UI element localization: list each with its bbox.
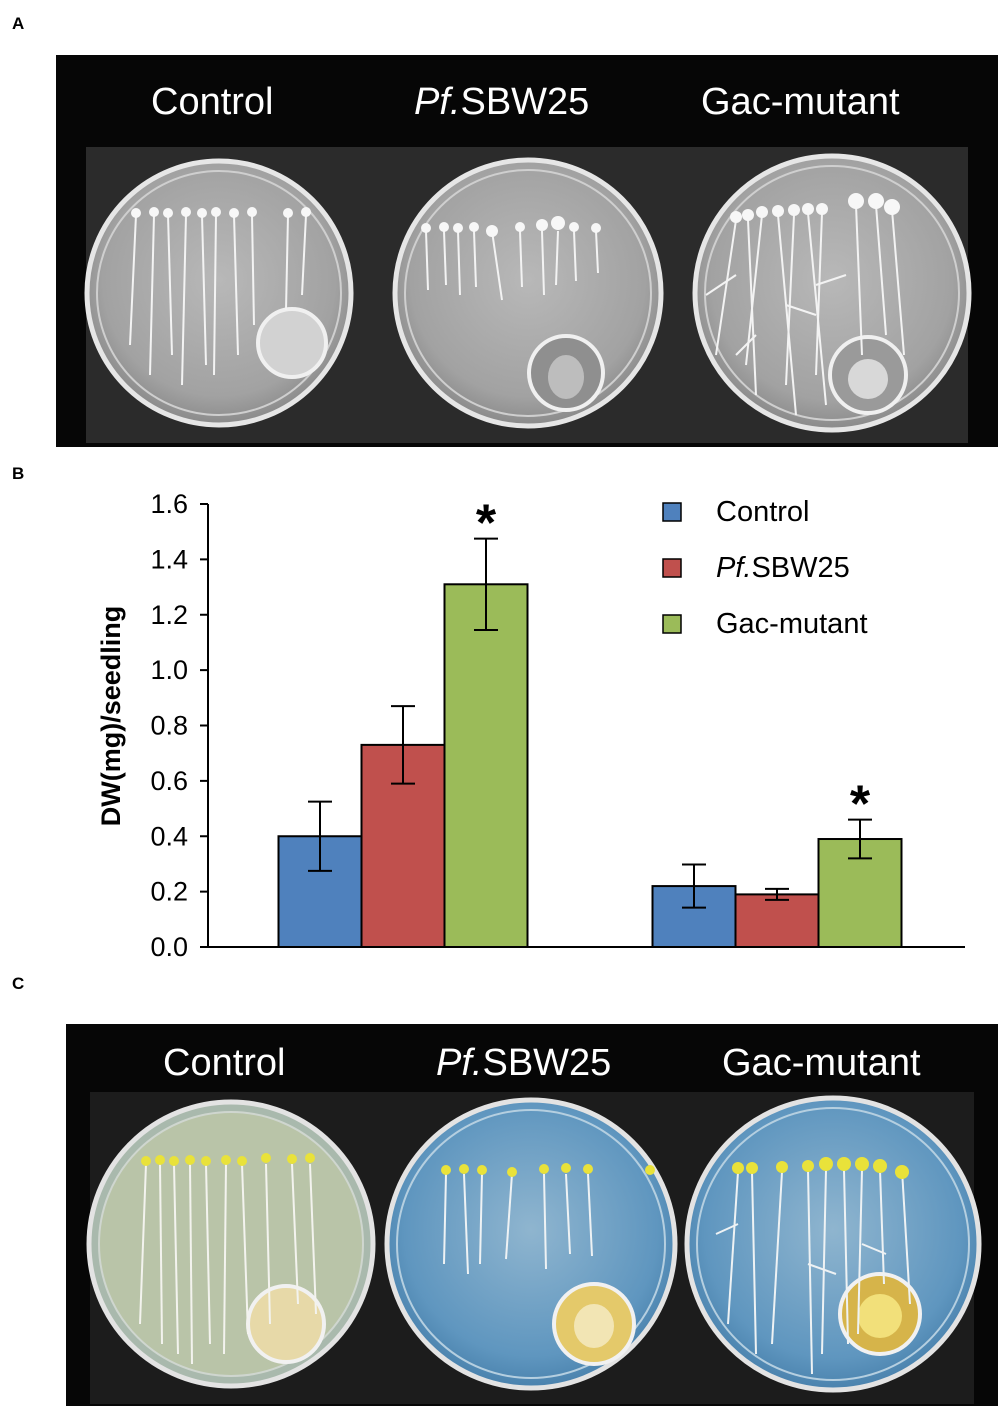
legend-swatch-gac-mutant xyxy=(662,614,682,634)
plate-sbw25-c xyxy=(384,1097,678,1391)
bars: ** xyxy=(277,495,903,948)
y-tick-label: 0.0 xyxy=(150,932,188,962)
y-axis: 0.0 0.2 0.4 0.6 0.8 1.0 1.2 1.4 1.6 xyxy=(150,489,209,962)
plate-control-a xyxy=(84,158,354,428)
plate-label-gac: Gac-mutant xyxy=(701,81,900,123)
significance-asterisk: * xyxy=(850,776,871,834)
plate-control-c xyxy=(86,1099,376,1389)
significance-asterisk: * xyxy=(476,495,497,553)
y-tick-label: 0.8 xyxy=(150,711,188,741)
panel-letter-b: B xyxy=(12,464,25,483)
plate-label-strain-c: SBW25 xyxy=(482,1042,612,1084)
panel-letter-a: A xyxy=(12,14,25,33)
y-tick-label: 1.2 xyxy=(150,600,188,630)
legend-label-control: Control xyxy=(716,496,810,528)
plate-label-pf: Pf. xyxy=(414,81,461,123)
y-tick-label: 0.2 xyxy=(150,877,188,907)
legend-label-italic: Pf. xyxy=(716,552,751,584)
photo-panel-c: Control Pf.SBW25 Gac-mutant xyxy=(66,1024,998,1406)
legend-label-text: SBW25 xyxy=(751,552,849,584)
bar-chart: 0.00.20.40.60.81.01.21.41.6 ** ControlPf… xyxy=(96,489,965,962)
legend-label-sbw25: Pf.SBW25 xyxy=(716,552,850,584)
legend: Control Pf.SBW25 Gac-mutant xyxy=(662,496,868,640)
plate-label-pf-c: Pf. xyxy=(436,1042,483,1084)
plate-gac-a xyxy=(692,153,972,433)
plate-label-gac-c: Gac-mutant xyxy=(722,1042,921,1084)
plate-label-strain: SBW25 xyxy=(460,81,590,123)
legend-label-text: Control xyxy=(716,496,810,528)
plate-gac-c xyxy=(684,1095,982,1393)
plate-label-sbw25: Pf.SBW25 xyxy=(414,81,589,124)
legend-swatch-control xyxy=(662,502,682,522)
legend-swatch-sbw25 xyxy=(662,558,682,578)
plate-label-control-c: Control xyxy=(163,1042,286,1084)
panel-letter-c: C xyxy=(12,974,25,993)
y-tick-label: 1.4 xyxy=(150,544,188,574)
y-tick-label: 0.4 xyxy=(150,821,188,851)
plates-photo-c xyxy=(86,1092,982,1404)
y-tick-label: 1.0 xyxy=(150,655,188,685)
bar-shoot-gac-mutant xyxy=(443,583,529,948)
y-tick-label: 1.6 xyxy=(150,489,188,519)
plate-sbw25-a xyxy=(392,157,664,429)
y-tick-label: 0.6 xyxy=(150,766,188,796)
bar-root-sbw25 xyxy=(734,893,820,948)
plate-label-sbw25-c: Pf.SBW25 xyxy=(436,1042,611,1085)
photo-panel-a: Control Pf.SBW25 Gac-mutant xyxy=(56,55,998,447)
x-axis: shootroot xyxy=(208,946,965,948)
legend-label-text: Gac-mutant xyxy=(716,608,868,640)
plate-label-control: Control xyxy=(151,81,274,123)
plates-photo-a xyxy=(84,147,972,443)
y-axis-label: DW(mg)/seedling xyxy=(96,606,126,827)
legend-label-gac-mutant: Gac-mutant xyxy=(716,608,868,640)
